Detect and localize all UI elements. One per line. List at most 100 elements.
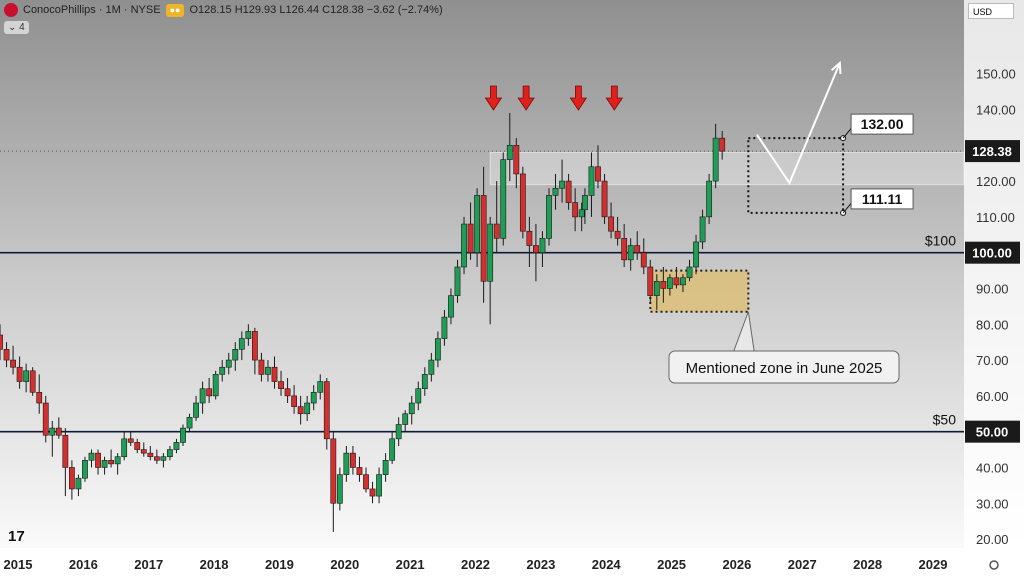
candle[interactable]	[382, 453, 389, 482]
candle[interactable]	[68, 460, 75, 500]
candle[interactable]	[614, 216, 621, 246]
candle[interactable]	[506, 113, 513, 182]
candle[interactable]	[16, 356, 23, 389]
symbol-title[interactable]: ConocoPhillips · 1M · NYSE	[23, 4, 161, 16]
projection-path[interactable]	[755, 62, 841, 185]
candle[interactable]	[415, 381, 422, 411]
candle[interactable]	[212, 370, 219, 400]
candle[interactable]	[559, 159, 565, 203]
candle[interactable]	[323, 377, 330, 450]
candle[interactable]	[291, 385, 298, 414]
candle[interactable]	[408, 395, 415, 425]
candle[interactable]	[719, 130, 726, 160]
candle[interactable]	[706, 173, 713, 225]
candle[interactable]	[297, 395, 304, 425]
candle[interactable]	[0, 324, 3, 361]
candle[interactable]	[565, 173, 572, 210]
candle[interactable]	[546, 188, 552, 246]
candle[interactable]	[180, 424, 186, 446]
candle[interactable]	[29, 367, 36, 396]
candle[interactable]	[173, 438, 180, 454]
candle[interactable]	[454, 259, 461, 303]
candle[interactable]	[225, 352, 232, 375]
candle[interactable]	[36, 374, 43, 414]
candle[interactable]	[533, 224, 539, 282]
candle[interactable]	[271, 356, 278, 389]
candle[interactable]	[578, 202, 585, 232]
candle[interactable]	[160, 453, 167, 468]
candle[interactable]	[42, 395, 49, 443]
candle[interactable]	[304, 395, 311, 421]
candle[interactable]	[500, 152, 507, 246]
candle[interactable]	[219, 360, 226, 382]
candle[interactable]	[582, 188, 588, 225]
candle[interactable]	[480, 166, 487, 303]
target-label-box[interactable]	[850, 113, 914, 135]
candle[interactable]	[647, 259, 654, 303]
candle[interactable]	[680, 274, 686, 293]
candle[interactable]	[251, 327, 258, 375]
candle[interactable]	[608, 202, 614, 239]
candle[interactable]	[3, 342, 10, 368]
candle[interactable]	[265, 360, 271, 382]
candle[interactable]	[10, 345, 16, 375]
candle[interactable]	[49, 420, 56, 457]
candle[interactable]	[653, 274, 660, 310]
candle[interactable]	[101, 456, 108, 475]
candle[interactable]	[62, 428, 69, 497]
candle[interactable]	[232, 342, 239, 371]
candle[interactable]	[350, 445, 356, 475]
target-label-box[interactable]	[850, 188, 914, 210]
indicator-toggle[interactable]: ⌄ 4	[4, 21, 29, 34]
candle[interactable]	[595, 145, 601, 189]
currency-button[interactable]: USD	[968, 3, 1014, 19]
candle[interactable]	[640, 238, 647, 275]
level-tag-100[interactable]	[965, 241, 1020, 264]
candle[interactable]	[686, 259, 693, 282]
candle[interactable]	[493, 181, 500, 253]
candle[interactable]	[363, 467, 369, 493]
candle[interactable]	[336, 467, 343, 511]
candle[interactable]	[474, 188, 480, 267]
candle[interactable]	[127, 431, 134, 446]
candle[interactable]	[356, 456, 363, 482]
candle[interactable]	[55, 417, 62, 439]
candle[interactable]	[153, 449, 160, 464]
candle[interactable]	[487, 216, 494, 325]
candle[interactable]	[421, 367, 428, 396]
candle[interactable]	[526, 216, 533, 267]
candle[interactable]	[278, 370, 284, 396]
candle[interactable]	[395, 417, 402, 446]
candle[interactable]	[95, 449, 101, 475]
candle[interactable]	[660, 266, 667, 303]
candle[interactable]	[23, 363, 30, 393]
candle[interactable]	[428, 352, 435, 382]
market-status-icon[interactable]: ●●	[165, 3, 185, 17]
candle[interactable]	[693, 234, 699, 275]
candle[interactable]	[699, 209, 706, 250]
candle[interactable]	[193, 395, 199, 421]
candle[interactable]	[317, 374, 324, 400]
last-price-tag[interactable]	[965, 140, 1020, 163]
candle[interactable]	[712, 123, 719, 189]
candle[interactable]	[513, 138, 520, 189]
candle[interactable]	[114, 453, 121, 475]
candle[interactable]	[284, 377, 291, 404]
candle[interactable]	[376, 467, 382, 504]
candle[interactable]	[467, 202, 474, 260]
candle[interactable]	[343, 445, 350, 482]
candle[interactable]	[572, 188, 579, 232]
candle[interactable]	[147, 445, 154, 461]
candle[interactable]	[88, 449, 95, 468]
candle[interactable]	[75, 474, 82, 497]
candle[interactable]	[140, 442, 147, 457]
candle[interactable]	[82, 456, 88, 482]
candle[interactable]	[134, 438, 141, 454]
candle[interactable]	[245, 324, 252, 346]
candle[interactable]	[167, 445, 173, 461]
candle[interactable]	[621, 224, 628, 267]
candle[interactable]	[441, 309, 448, 346]
settings-icon[interactable]	[989, 560, 999, 570]
candle[interactable]	[552, 173, 559, 210]
